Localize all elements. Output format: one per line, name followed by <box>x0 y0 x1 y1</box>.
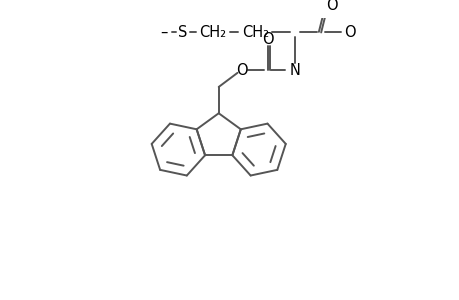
Text: S: S <box>178 25 187 40</box>
Text: N: N <box>289 62 300 77</box>
Text: O: O <box>236 62 247 77</box>
Text: O: O <box>325 0 336 13</box>
Text: CH₂: CH₂ <box>241 25 269 40</box>
Text: O: O <box>261 32 273 46</box>
Text: CH₂: CH₂ <box>199 25 226 40</box>
Text: O: O <box>344 25 355 40</box>
Text: –: – <box>160 25 168 40</box>
